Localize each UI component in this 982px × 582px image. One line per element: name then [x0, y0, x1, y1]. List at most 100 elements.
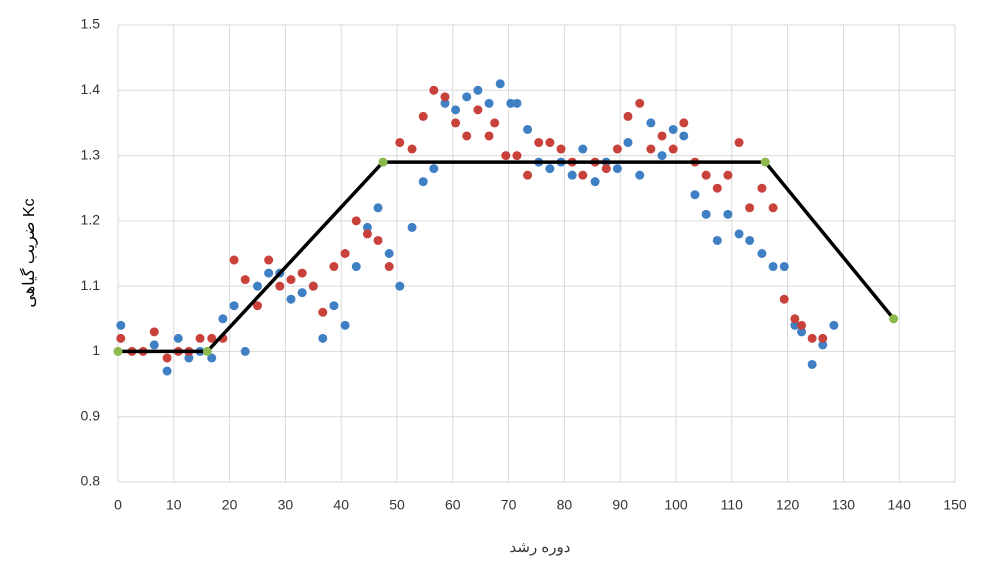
y-axis-label: ضریب گیاهی Kc [19, 198, 38, 307]
point [523, 124, 533, 134]
point [768, 262, 778, 272]
y-tick-label: 0.9 [81, 407, 101, 423]
point [668, 124, 678, 134]
point [253, 281, 262, 291]
point [429, 164, 439, 174]
point [418, 177, 428, 187]
point [635, 170, 645, 180]
point [229, 301, 239, 311]
y-tick-label: 1.1 [81, 277, 101, 293]
point [440, 92, 450, 102]
point [807, 333, 817, 343]
point [149, 340, 159, 350]
point [745, 203, 755, 213]
x-tick-label: 20 [222, 497, 238, 513]
point [340, 249, 350, 258]
point [184, 353, 194, 363]
point [229, 255, 239, 265]
point [545, 164, 555, 174]
point [745, 235, 755, 245]
point [657, 151, 667, 161]
point [701, 170, 711, 180]
point [264, 268, 274, 278]
point [512, 151, 522, 161]
point [462, 131, 472, 141]
point [657, 131, 667, 141]
point [790, 314, 800, 324]
point [286, 275, 296, 285]
point [395, 281, 405, 291]
point [384, 262, 394, 272]
point [623, 111, 633, 121]
point [889, 314, 899, 324]
point [407, 144, 417, 154]
point [484, 98, 494, 108]
point [451, 118, 461, 128]
point [495, 79, 505, 89]
point [590, 177, 600, 187]
point [690, 190, 700, 200]
point [429, 85, 439, 95]
point [578, 144, 588, 154]
point [790, 320, 800, 330]
x-axis-label: دوره رشد [510, 539, 571, 556]
point [286, 294, 296, 304]
point [473, 85, 483, 95]
point [384, 249, 394, 258]
point [253, 301, 262, 311]
point [240, 346, 250, 356]
point [207, 333, 217, 343]
point [668, 144, 678, 154]
point [768, 203, 778, 213]
point [734, 138, 744, 148]
point [162, 366, 172, 376]
point [712, 183, 722, 193]
x-tick-label: 120 [776, 497, 800, 513]
point [734, 229, 744, 239]
point [612, 164, 622, 174]
point [116, 333, 126, 343]
x-tick-label: 40 [333, 497, 349, 513]
point [340, 320, 350, 330]
point [162, 353, 172, 363]
point [760, 157, 770, 167]
point [462, 92, 472, 102]
x-tick-label: 10 [166, 497, 182, 513]
point [308, 281, 318, 291]
point [173, 333, 183, 343]
point [797, 327, 807, 337]
point [484, 131, 494, 141]
x-tick-label: 90 [612, 497, 628, 513]
point [490, 118, 500, 128]
point [240, 275, 250, 285]
point [723, 209, 733, 219]
point [451, 105, 461, 115]
point [712, 235, 722, 245]
point [318, 333, 328, 343]
y-tick-label: 1.2 [81, 212, 101, 228]
point [797, 320, 807, 330]
point [556, 144, 566, 154]
point [297, 268, 307, 278]
point [779, 294, 789, 304]
point [329, 262, 339, 272]
x-tick-label: 140 [888, 497, 912, 513]
x-tick-label: 130 [832, 497, 856, 513]
point [635, 98, 645, 108]
point [297, 288, 307, 298]
point [701, 209, 711, 219]
x-tick-label: 110 [721, 497, 744, 513]
point [601, 164, 611, 174]
point [523, 170, 533, 180]
point [351, 262, 361, 272]
x-tick-label: 30 [278, 497, 294, 513]
point [264, 255, 274, 265]
point [501, 151, 511, 161]
x-tick-label: 0 [114, 497, 122, 513]
point [779, 262, 789, 272]
point [623, 138, 633, 148]
point [275, 281, 285, 291]
point [195, 333, 205, 343]
x-tick-label: 50 [389, 497, 405, 513]
